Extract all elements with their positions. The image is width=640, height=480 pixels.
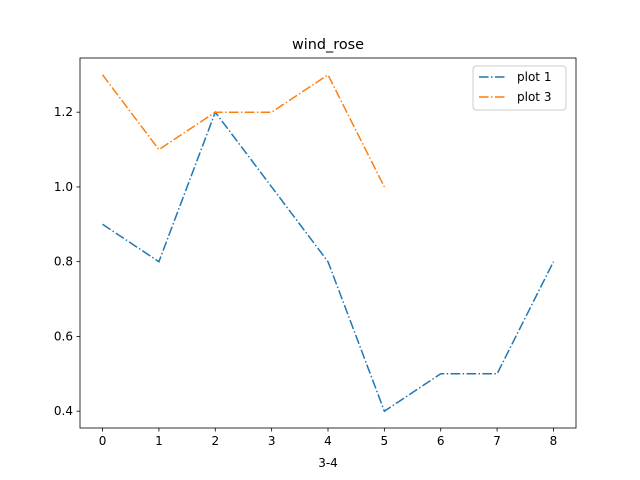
x-tick-label: 4 [324,434,332,448]
y-tick-label: 0.8 [54,255,73,269]
legend-label: plot 3 [517,90,551,104]
x-tick-label: 1 [155,434,163,448]
y-tick-label: 0.4 [54,404,73,418]
plot-frame [79,57,577,429]
y-tick-label: 0.6 [54,329,73,343]
y-tick-label: 1.0 [54,180,73,194]
x-tick-label: 6 [437,434,445,448]
x-tick-label: 2 [211,434,219,448]
y-axis: 0.4 0.6 0.8 1.0 1.2 [54,105,80,418]
series-line-plot-1 [102,110,555,413]
x-tick-label: 0 [99,434,107,448]
y-tick-label: 1.2 [54,105,73,119]
x-tick-label: 3 [268,434,276,448]
x-axis-label: 3-4 [318,456,338,470]
legend: plot 1 plot 3 [472,65,567,111]
x-tick-label: 5 [381,434,389,448]
legend-label: plot 1 [517,70,551,84]
x-tick-label: 8 [550,434,558,448]
series-group [101,73,555,413]
chart-title: wind_rose [292,37,364,53]
x-tick-label: 7 [493,434,501,448]
x-axis: 0 1 2 3 4 5 6 7 8 [99,428,558,448]
series-line-plot-2 [101,73,386,188]
